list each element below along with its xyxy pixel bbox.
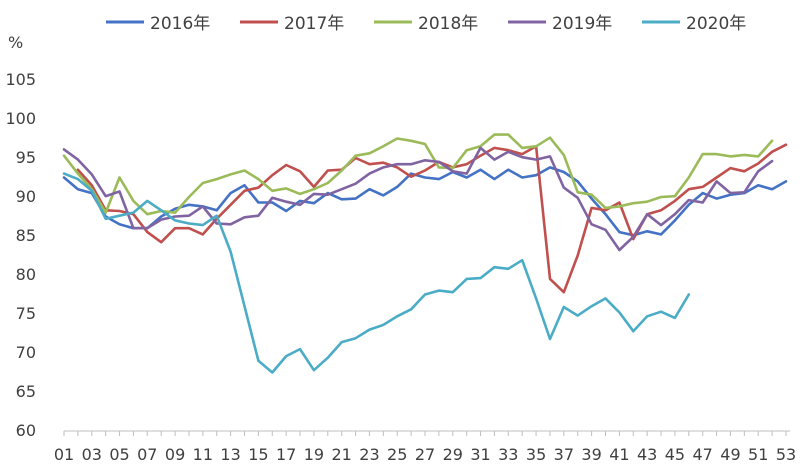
x-tick-label: 29 [443,445,463,464]
x-tick-label: 19 [304,445,324,464]
legend-label: 2019年 [552,14,612,34]
x-tick-label: 13 [220,445,240,464]
y-tick-label: 65 [16,382,36,401]
legend-label: 2016年 [150,14,210,34]
x-tick-label: 31 [470,445,490,464]
x-tick-label: 49 [720,445,740,464]
x-axis-ticks: 01 03 05 07 09 11 13 15 17 19 21 23 25 27 29 31 33 35 37 39… [54,431,796,464]
x-tick-label: 23 [359,445,379,464]
x-tick-label: 43 [637,445,657,464]
y-tick-label: 90 [16,187,36,206]
y-axis-label: % [8,33,23,52]
legend-label: 2017年 [284,14,344,34]
x-tick-label: 25 [387,445,407,464]
y-tick-label: 80 [16,265,36,284]
x-tick-label: 05 [109,445,129,464]
series-lines [62,133,788,374]
x-tick-label: 01 [54,445,74,464]
series-line-5 [62,172,691,374]
y-tick-label: 75 [16,304,36,323]
y-tick-label: 70 [16,343,36,362]
x-tick-label: 39 [581,445,601,464]
x-tick-label: 47 [693,445,713,464]
legend-label: 2018年 [418,14,478,34]
x-tick-label: 37 [554,445,574,464]
y-tick-label: 85 [16,226,36,245]
x-tick-label: 51 [748,445,768,464]
x-tick-label: 53 [776,445,796,464]
x-tick-label: 11 [193,445,213,464]
y-tick-label: 95 [16,148,36,167]
x-tick-label: 45 [665,445,685,464]
y-tick-label: 100 [5,109,36,128]
x-tick-label: 33 [498,445,518,464]
x-tick-label: 09 [165,445,185,464]
series-line-4 [62,146,774,252]
series-line-3 [62,133,774,216]
x-tick-label: 27 [415,445,435,464]
x-tick-label: 35 [526,445,546,464]
legend-label: 2020年 [686,14,746,34]
chart-legend: 2016年 2017年 2018年 2019年 2020年 [106,14,746,34]
y-tick-label: 60 [16,421,36,440]
x-tick-label: 15 [248,445,268,464]
x-tick-label: 17 [276,445,296,464]
y-tick-label: 105 [5,70,36,89]
y-axis-ticks: 60 65 70 75 80 85 90 95 100 105 [5,70,36,440]
series-line-1 [62,166,788,237]
x-tick-label: 41 [609,445,629,464]
x-tick-label: 03 [82,445,102,464]
x-tick-label: 21 [332,445,352,464]
series-line-2 [76,143,788,294]
x-tick-label: 07 [137,445,157,464]
